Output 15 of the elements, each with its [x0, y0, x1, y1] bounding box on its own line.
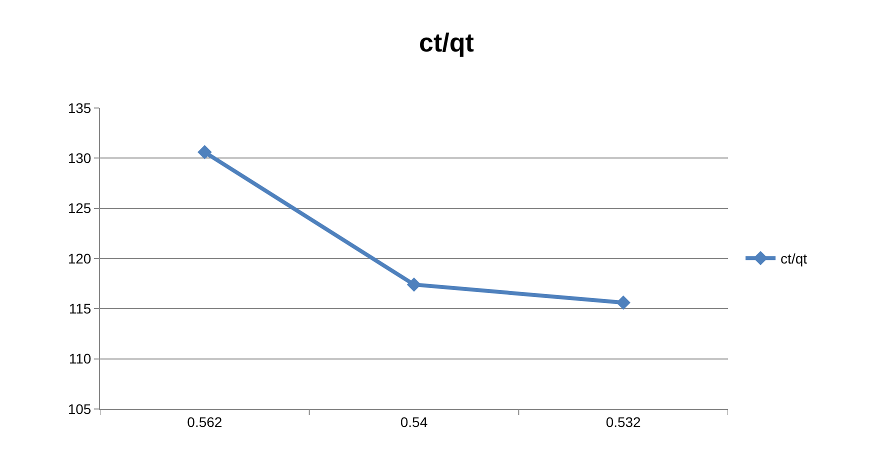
x-tick-label: 0.54 [400, 414, 428, 430]
legend-label: ct/qt [780, 250, 808, 267]
point [616, 296, 630, 310]
y-tick-label: 110 [68, 350, 92, 367]
y-tick-label: 120 [68, 250, 92, 266]
y-tick-label: 130 [68, 150, 92, 166]
y-tick-label: 125 [68, 200, 92, 216]
chart-title: ct/qt [419, 27, 474, 58]
y-tick-label: 135 [68, 100, 92, 116]
y-tick-label: 105 [68, 400, 92, 417]
x-tick-label: 0.532 [606, 414, 642, 430]
x-tick-label: 0.562 [187, 414, 222, 430]
y-tick-label: 115 [68, 300, 92, 317]
point [406, 277, 422, 292]
point [198, 145, 212, 160]
